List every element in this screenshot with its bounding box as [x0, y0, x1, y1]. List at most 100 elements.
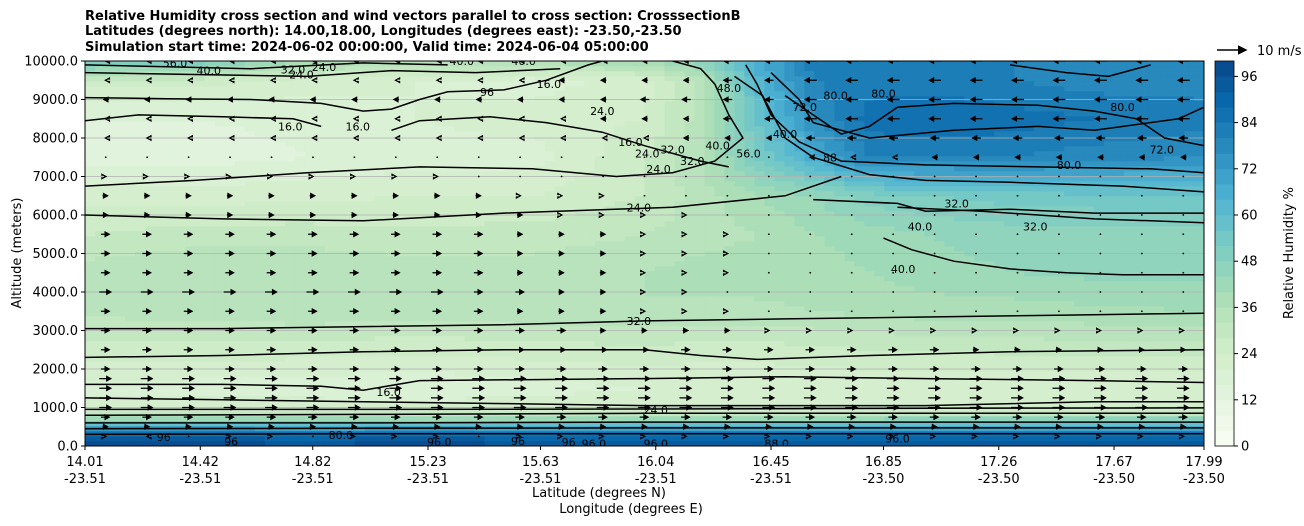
rh-cell — [414, 365, 426, 372]
rh-cell — [394, 305, 406, 312]
rh-cell — [904, 265, 915, 272]
rh-cell — [674, 220, 685, 227]
rh-cell — [784, 330, 795, 337]
rh-cell — [114, 365, 126, 372]
rh-cell — [444, 220, 456, 227]
rh-cell — [114, 375, 126, 382]
rh-cell — [624, 360, 635, 367]
rh-cell — [1034, 240, 1045, 247]
rh-cell — [244, 270, 256, 277]
rh-cell — [674, 315, 685, 322]
rh-cell — [434, 350, 446, 357]
rh-cell — [644, 330, 655, 337]
rh-cell — [404, 415, 416, 422]
rh-cell — [1094, 230, 1105, 237]
rh-cell — [874, 265, 885, 272]
rh-cell — [264, 415, 276, 422]
rh-cell — [504, 265, 516, 272]
rh-cell — [994, 385, 1005, 392]
rh-cell — [1154, 280, 1165, 287]
rh-cell — [874, 320, 885, 327]
rh-cell — [524, 275, 535, 282]
rh-cell — [1154, 330, 1165, 337]
rh-cell — [1184, 330, 1195, 337]
rh-cell — [224, 260, 236, 267]
rh-cell — [174, 385, 186, 392]
rh-cell — [1194, 385, 1204, 392]
rh-cell — [1154, 340, 1165, 347]
rh-cell — [464, 265, 476, 272]
rh-cell — [454, 230, 466, 237]
rh-cell — [1114, 360, 1125, 367]
rh-cell — [544, 390, 555, 397]
rh-cell — [1004, 365, 1015, 372]
rh-cell — [424, 330, 436, 337]
rh-cell — [224, 280, 236, 287]
rh-cell — [734, 235, 745, 242]
rh-cell — [854, 345, 865, 352]
rh-cell — [154, 230, 166, 237]
rh-cell — [124, 300, 136, 307]
rh-cell — [1074, 335, 1085, 342]
rh-cell — [384, 285, 396, 292]
rh-cell — [604, 225, 615, 232]
rh-cell — [464, 290, 476, 297]
rh-cell — [484, 395, 496, 402]
rh-cell — [1084, 440, 1095, 446]
rh-cell — [1144, 400, 1155, 407]
rh-cell — [524, 285, 535, 292]
rh-cell — [734, 360, 745, 367]
rh-cell — [1144, 240, 1155, 247]
rh-cell — [974, 330, 985, 337]
rh-cell — [1104, 300, 1115, 307]
rh-cell — [154, 315, 166, 322]
rh-cell — [804, 265, 815, 272]
rh-cell — [504, 365, 516, 372]
rh-cell — [444, 360, 456, 367]
rh-cell — [864, 335, 875, 342]
rh-cell — [464, 335, 476, 342]
rh-cell — [624, 225, 635, 232]
rh-cell — [354, 350, 366, 357]
rh-cell — [964, 415, 975, 422]
rh-cell — [644, 270, 655, 277]
rh-cell — [544, 280, 555, 287]
rh-cell — [754, 245, 765, 252]
rh-cell — [944, 330, 955, 337]
rh-cell — [294, 415, 306, 422]
rh-cell — [744, 335, 755, 342]
rh-cell — [1044, 245, 1055, 252]
rh-cell — [634, 310, 645, 317]
rh-cell — [1094, 305, 1105, 312]
rh-cell — [1194, 395, 1204, 402]
rh-cell — [904, 325, 915, 332]
rh-cell — [494, 390, 506, 397]
rh-cell — [734, 350, 745, 357]
rh-cell — [914, 230, 925, 237]
rh-cell — [294, 440, 306, 446]
rh-cell — [374, 435, 386, 442]
rh-cell — [104, 370, 116, 377]
rh-cell — [784, 440, 795, 446]
rh-cell — [164, 315, 176, 322]
rh-cell — [354, 235, 366, 242]
rh-cell — [274, 330, 286, 337]
rh-cell — [184, 245, 196, 252]
rh-cell — [1014, 325, 1025, 332]
rh-cell — [834, 320, 845, 327]
rh-cell — [1054, 325, 1065, 332]
rh-cell — [464, 365, 476, 372]
rh-cell — [894, 320, 905, 327]
rh-cell — [324, 230, 336, 237]
rh-cell — [524, 375, 535, 382]
rh-cell — [334, 230, 346, 237]
rh-cell — [454, 380, 466, 387]
rh-cell — [774, 310, 785, 317]
rh-cell — [194, 400, 206, 407]
rh-cell — [254, 410, 266, 417]
rh-cell — [1124, 395, 1135, 402]
rh-cell — [314, 305, 326, 312]
rh-cell — [714, 315, 725, 322]
rh-cell — [614, 415, 625, 422]
rh-cell — [974, 400, 985, 407]
